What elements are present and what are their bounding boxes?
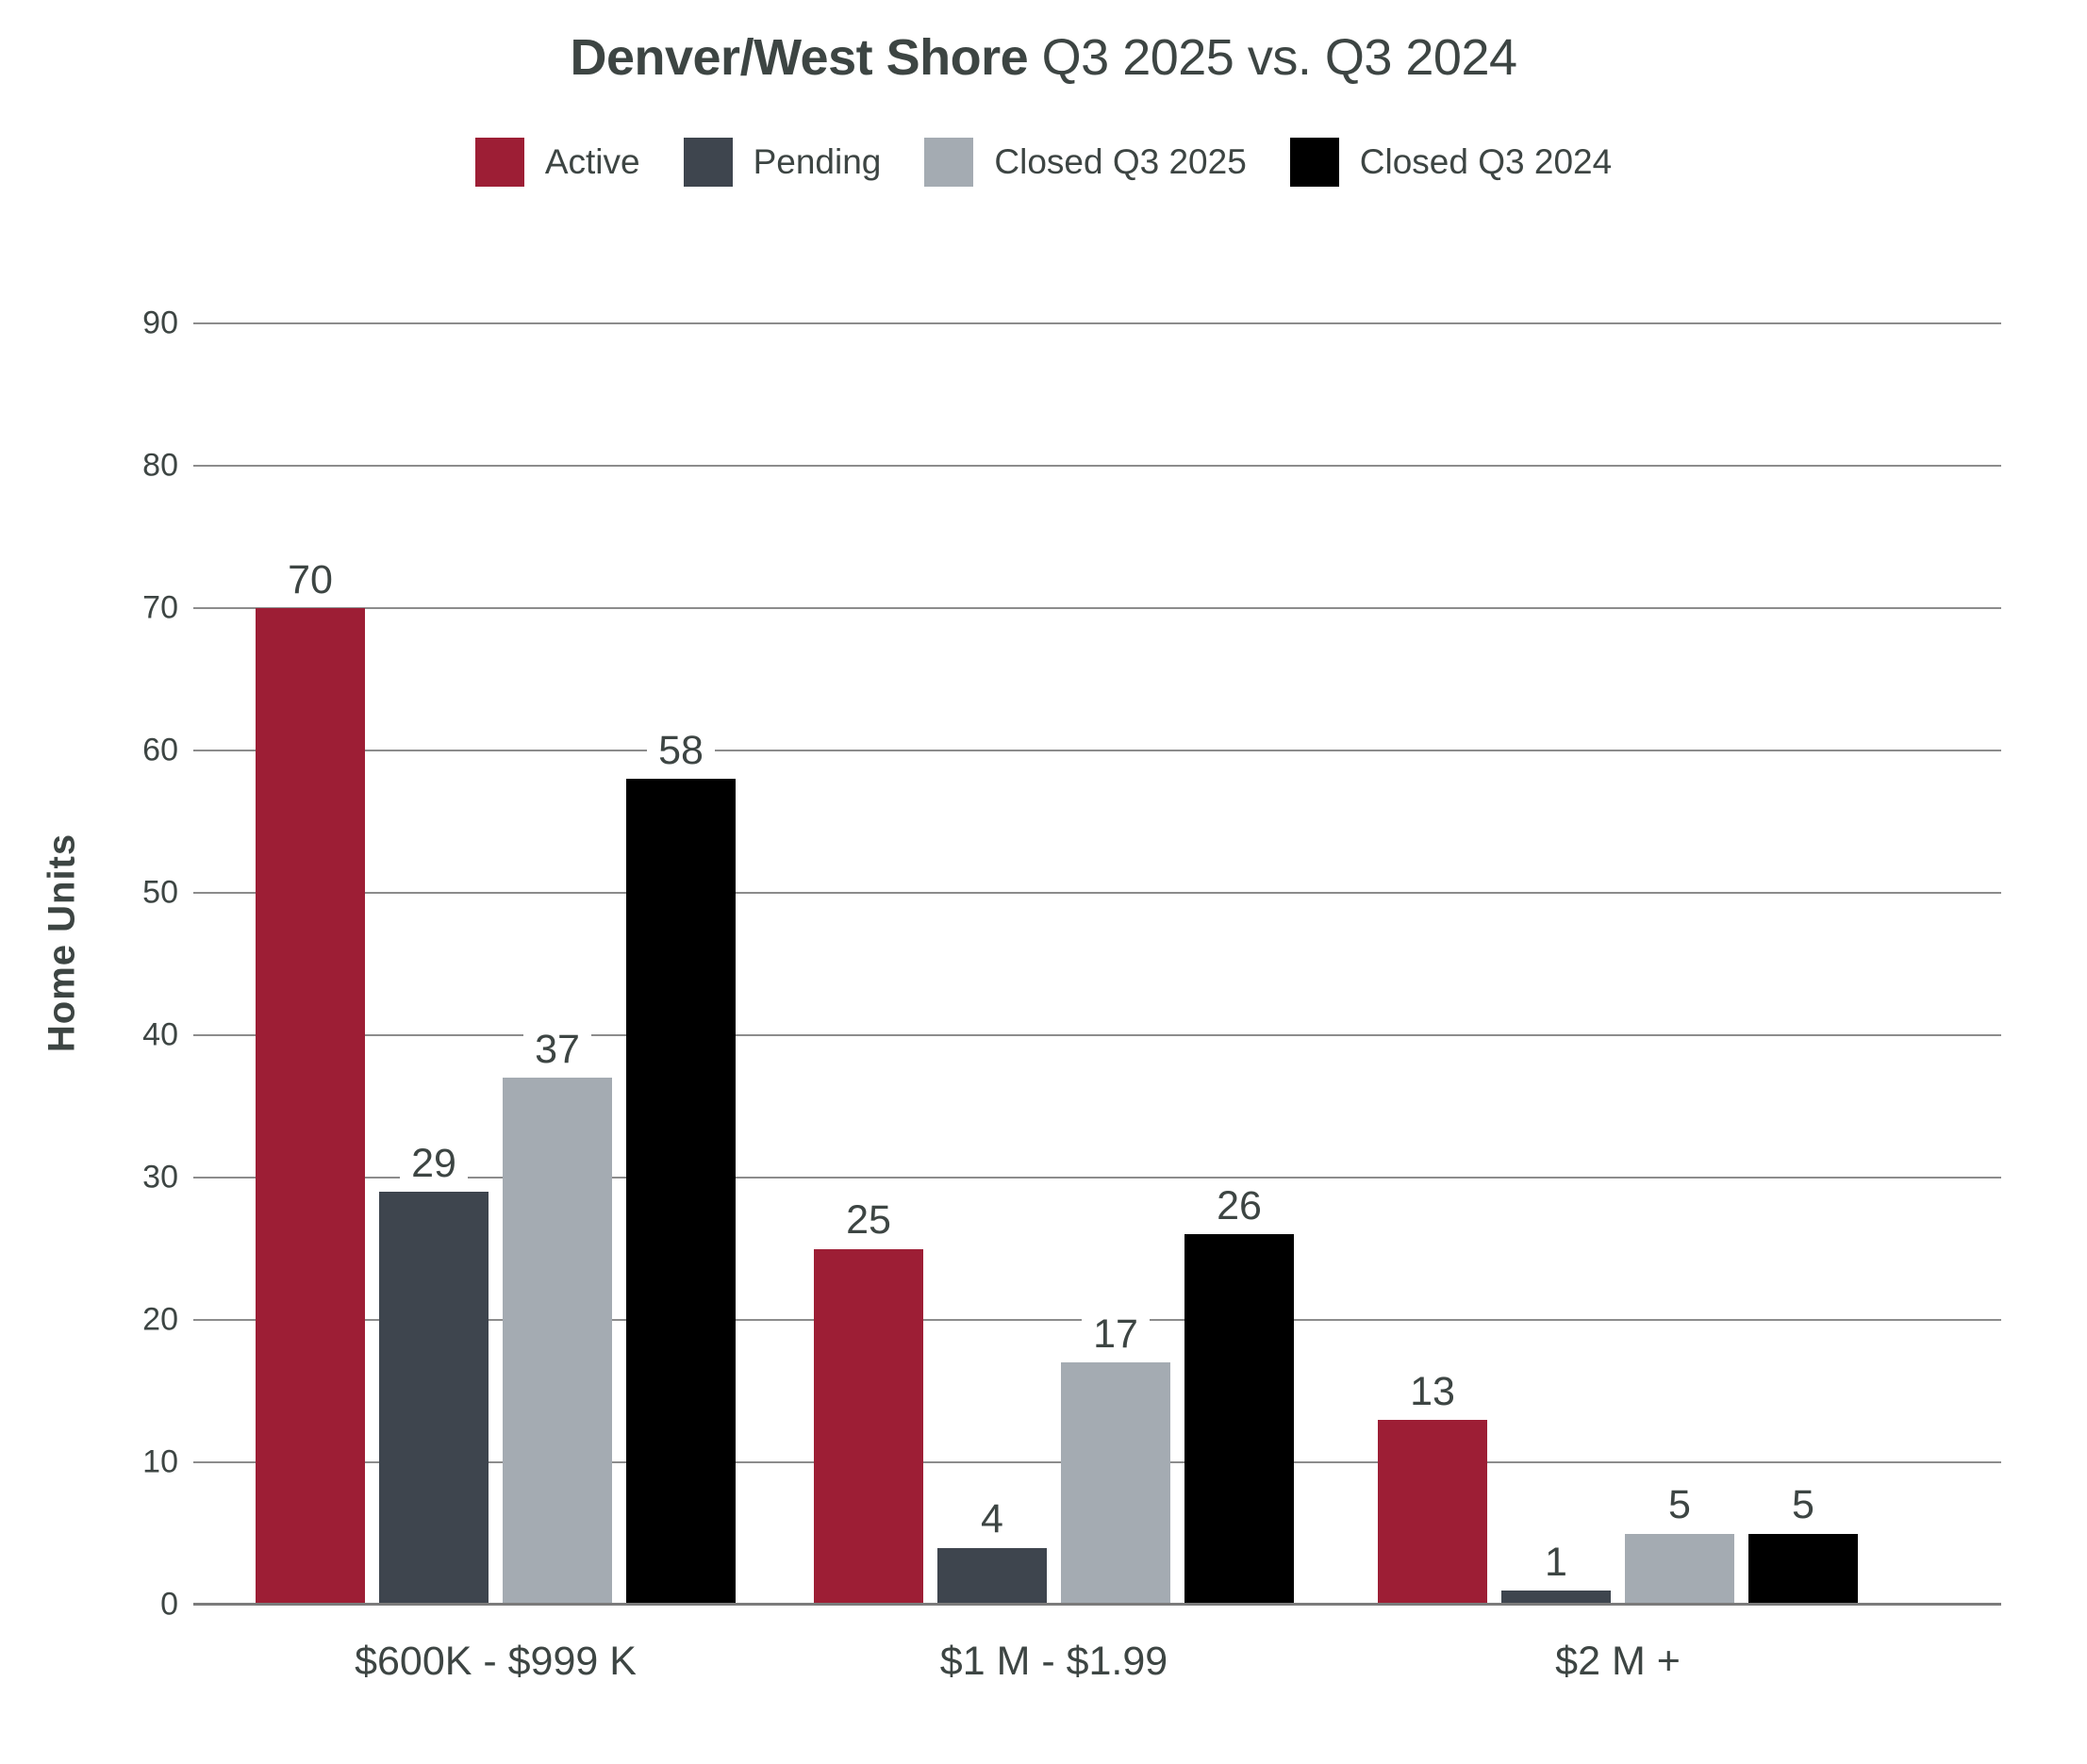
bar-value-label: 17 <box>1082 1313 1150 1357</box>
gridline: 70 <box>142 590 2001 626</box>
bar-column-active: 70 <box>256 558 365 1605</box>
legend-item-active: Active <box>474 138 640 187</box>
chart-title: Denver/West Shore Q3 2025 vs. Q3 2024 <box>0 28 2087 87</box>
bar-value-label: 29 <box>400 1142 468 1186</box>
x-axis-label: $1 M - $1.99 <box>939 1639 1168 1684</box>
bar-column-active: 25 <box>814 1199 923 1605</box>
bar-column-closed-q3-2025: 17 <box>1061 1313 1170 1605</box>
x-axis-baseline: 0 <box>160 1586 2001 1622</box>
legend-label: Closed Q3 2025 <box>994 142 1247 181</box>
bar-value-label: 25 <box>835 1199 903 1243</box>
gridline: 30 <box>142 1160 2001 1195</box>
bar-value-label: 4 <box>969 1498 1015 1541</box>
legend-swatch-active <box>474 138 524 187</box>
legend-swatch-pending <box>683 138 733 187</box>
bar-closed-q3-2025 <box>1061 1362 1170 1605</box>
bar-column-closed-q3-2024: 5 <box>1748 1484 1858 1605</box>
y-tick-label: 90 <box>142 305 178 341</box>
bar-value-label: 26 <box>1205 1185 1273 1228</box>
legend-label: Closed Q3 2024 <box>1359 142 1613 181</box>
y-tick-label: 20 <box>142 1301 178 1338</box>
bar-closed-q3-2024 <box>1748 1533 1858 1605</box>
bar-closed-q3-2024 <box>626 779 736 1605</box>
bar-value-label: 70 <box>276 558 344 602</box>
bar-column-pending: 1 <box>1501 1541 1611 1605</box>
bar-column-closed-q3-2024: 58 <box>626 729 736 1605</box>
y-axis-title: Home Units <box>41 833 83 1053</box>
chart-title-area: Denver/West Shore <box>570 29 1029 86</box>
y-tick-label: 70 <box>142 589 178 626</box>
gridline: 40 <box>142 1017 2001 1053</box>
bar-value-label: 13 <box>1399 1370 1466 1413</box>
gridline: 50 <box>142 875 2001 911</box>
legend-item-pending: Pending <box>683 138 882 187</box>
gridline: 90 <box>142 305 2001 341</box>
bar-column-pending: 29 <box>379 1142 489 1605</box>
bar-group-600k-999-k: 70 29 37 58 <box>256 558 736 1605</box>
chart-title-period: Q3 2025 vs. Q3 2024 <box>1028 29 1517 86</box>
bar-column-active: 13 <box>1378 1370 1487 1605</box>
bar-active <box>814 1248 923 1605</box>
bar-column-closed-q3-2024: 26 <box>1184 1185 1294 1605</box>
bar-active <box>256 608 365 1605</box>
gridline: 80 <box>142 448 2001 484</box>
plot-area: 0 10 20 30 40 50 60 70 80 90 70 29 37 58 $600K - $999 … <box>142 305 2001 1684</box>
bar-group-1-m-1-99: 25 4 17 26 <box>814 1185 1294 1605</box>
bar-pending <box>937 1547 1047 1605</box>
bar-column-closed-q3-2025: 5 <box>1625 1484 1734 1605</box>
bar-closed-q3-2024 <box>1184 1234 1294 1605</box>
bar-column-pending: 4 <box>937 1498 1047 1605</box>
legend-label: Pending <box>753 142 882 181</box>
legend-label: Active <box>544 142 640 181</box>
y-tick-label: 0 <box>160 1586 178 1622</box>
bar-pending <box>379 1192 489 1605</box>
legend: Active Pending Closed Q3 2025 Closed Q3 202… <box>0 138 2087 187</box>
bar-closed-q3-2025 <box>503 1078 612 1605</box>
bar-active <box>1378 1419 1487 1605</box>
y-tick-label: 80 <box>142 447 178 484</box>
bar-pending <box>1501 1590 1611 1605</box>
bar-value-label: 5 <box>1781 1484 1826 1527</box>
y-tick-label: 60 <box>142 732 178 768</box>
legend-item-closed-q3-2025: Closed Q3 2025 <box>924 138 1247 187</box>
bar-column-closed-q3-2025: 37 <box>503 1029 612 1605</box>
x-axis-label: $600K - $999 K <box>355 1639 637 1684</box>
bar-closed-q3-2025 <box>1625 1533 1734 1605</box>
gridline: 60 <box>142 733 2001 768</box>
legend-swatch-closed-q3-2024 <box>1289 138 1339 187</box>
bar-value-label: 5 <box>1657 1484 1702 1527</box>
x-axis-label: $2 M + <box>1555 1639 1681 1684</box>
bar-value-label: 58 <box>647 729 715 773</box>
y-tick-label: 40 <box>142 1016 178 1053</box>
legend-swatch-closed-q3-2025 <box>924 138 974 187</box>
bar-group-2-m: 13 1 5 5 <box>1378 1370 1858 1605</box>
y-tick-label: 10 <box>142 1443 178 1480</box>
bar-value-label: 37 <box>523 1029 591 1072</box>
y-tick-label: 50 <box>142 874 178 911</box>
y-tick-label: 30 <box>142 1159 178 1195</box>
bar-value-label: 1 <box>1533 1541 1579 1584</box>
legend-item-closed-q3-2024: Closed Q3 2024 <box>1289 138 1613 187</box>
